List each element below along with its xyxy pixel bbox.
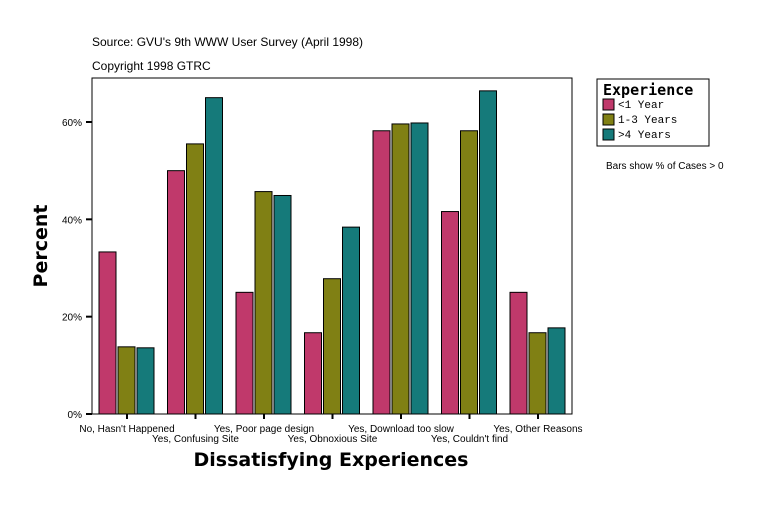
bar <box>186 143 204 415</box>
y-tick-label: 0% <box>68 410 83 421</box>
y-axis-title: Percent <box>30 205 52 288</box>
legend-swatch <box>602 128 615 141</box>
bar <box>372 130 391 415</box>
x-tick-label: Yes, Couldn't find <box>431 434 508 445</box>
bar <box>304 332 322 415</box>
bar <box>273 194 292 415</box>
legend-swatch <box>602 113 615 126</box>
bar <box>342 226 360 415</box>
bar <box>254 191 273 415</box>
x-tick-label: Yes, Confusing Site <box>152 434 239 445</box>
bar <box>460 130 478 415</box>
x-tick-label: Yes, Download too slow <box>348 424 455 435</box>
copyright-text: Copyright 1998 GTRC <box>92 59 211 73</box>
bar <box>323 278 341 415</box>
bar <box>479 90 497 415</box>
bar <box>509 291 528 415</box>
bar <box>410 122 429 415</box>
x-tick-label: Yes, Obnoxious Site <box>288 434 378 445</box>
bar <box>235 291 254 415</box>
bar <box>528 332 547 415</box>
y-tick-label: 40% <box>62 215 82 226</box>
bar <box>98 251 117 415</box>
bar <box>547 327 566 415</box>
legend-label: 1-3 Years <box>618 115 677 127</box>
legend-title: Experience <box>603 81 693 99</box>
bar <box>136 347 155 415</box>
x-tick-label: No, Hasn't Happened <box>79 424 174 435</box>
x-axis-title: Dissatisfying Experiences <box>193 449 468 471</box>
bar <box>441 211 459 415</box>
y-tick-label: 60% <box>62 118 82 129</box>
x-tick-label: Yes, Other Reasons <box>493 424 582 435</box>
bar <box>391 123 410 415</box>
x-tick-label: Yes, Poor page design <box>214 424 314 435</box>
legend-box <box>596 78 710 147</box>
legend: Experience <1 Year 1-3 Years >4 Years <box>596 78 710 147</box>
legend-label: <1 Year <box>618 100 664 112</box>
bar <box>117 346 136 415</box>
note-text: Bars show % of Cases > 0 <box>606 161 724 172</box>
y-tick-label: 20% <box>62 313 82 324</box>
source-text: Source: GVU's 9th WWW User Survey (April… <box>92 35 363 49</box>
bar <box>167 170 185 415</box>
legend-swatch <box>602 98 615 111</box>
bar <box>205 97 223 415</box>
legend-label: >4 Years <box>618 130 671 142</box>
